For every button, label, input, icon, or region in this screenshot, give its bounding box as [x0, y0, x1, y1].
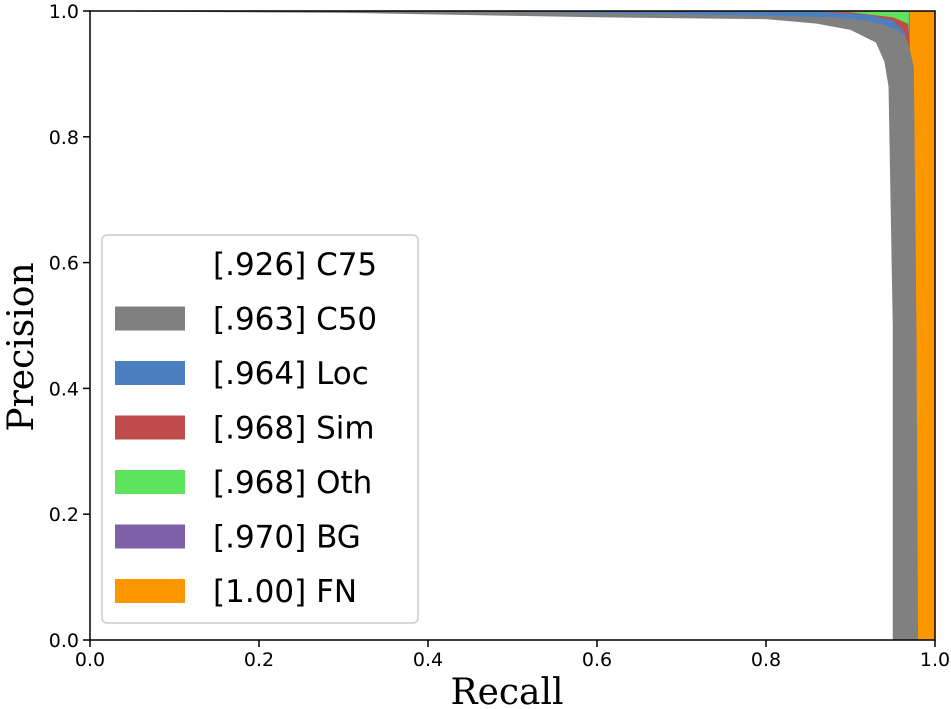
x-tick-label: 0.6 — [582, 649, 612, 671]
axes-frame — [89, 10, 936, 641]
y-axis-ticks: 0.0 0.2 0.4 0.6 0.8 1.0 — [49, 1, 90, 652]
legend-label: [.968] Sim — [213, 411, 375, 447]
y-tick-label: 0.4 — [49, 378, 79, 400]
legend-label: [.968] Oth — [213, 465, 372, 501]
x-tick-label: 0.2 — [244, 649, 274, 671]
legend-swatch — [115, 306, 185, 331]
y-tick-label: 0.2 — [49, 504, 79, 526]
y-tick-label: 1.0 — [49, 1, 79, 23]
x-tick-label: 1.0 — [920, 649, 950, 671]
legend-swatch — [115, 361, 185, 385]
legend-swatch — [115, 470, 185, 494]
x-axis-title: Recall — [450, 672, 563, 709]
y-tick-label: 0.8 — [49, 127, 79, 149]
legend-label: [.970] BG — [213, 520, 361, 556]
legend-swatch — [115, 252, 185, 276]
legend-swatch — [115, 415, 185, 440]
y-tick-label: 0.0 — [49, 630, 79, 652]
legend-label: [.964] Loc — [213, 356, 369, 392]
legend-label: [1.00] FN — [213, 574, 357, 610]
x-axis-ticks: 0.0 0.2 0.4 0.6 0.8 1.0 — [75, 640, 950, 671]
legend-swatch — [115, 524, 185, 549]
y-axis-title: Precision — [1, 262, 42, 431]
legend-swatch — [115, 579, 185, 603]
legend-label: [.926] C75 — [213, 247, 377, 283]
x-tick-label: 0.4 — [413, 649, 443, 671]
y-tick-label: 0.6 — [49, 253, 79, 275]
x-tick-label: 0.8 — [751, 649, 781, 671]
x-tick-label: 0.0 — [75, 649, 105, 671]
legend-label: [.963] C50 — [213, 302, 377, 338]
legend: [.926] C75 [.963] C50 [.964] Loc [.968] Sim… — [101, 234, 419, 624]
